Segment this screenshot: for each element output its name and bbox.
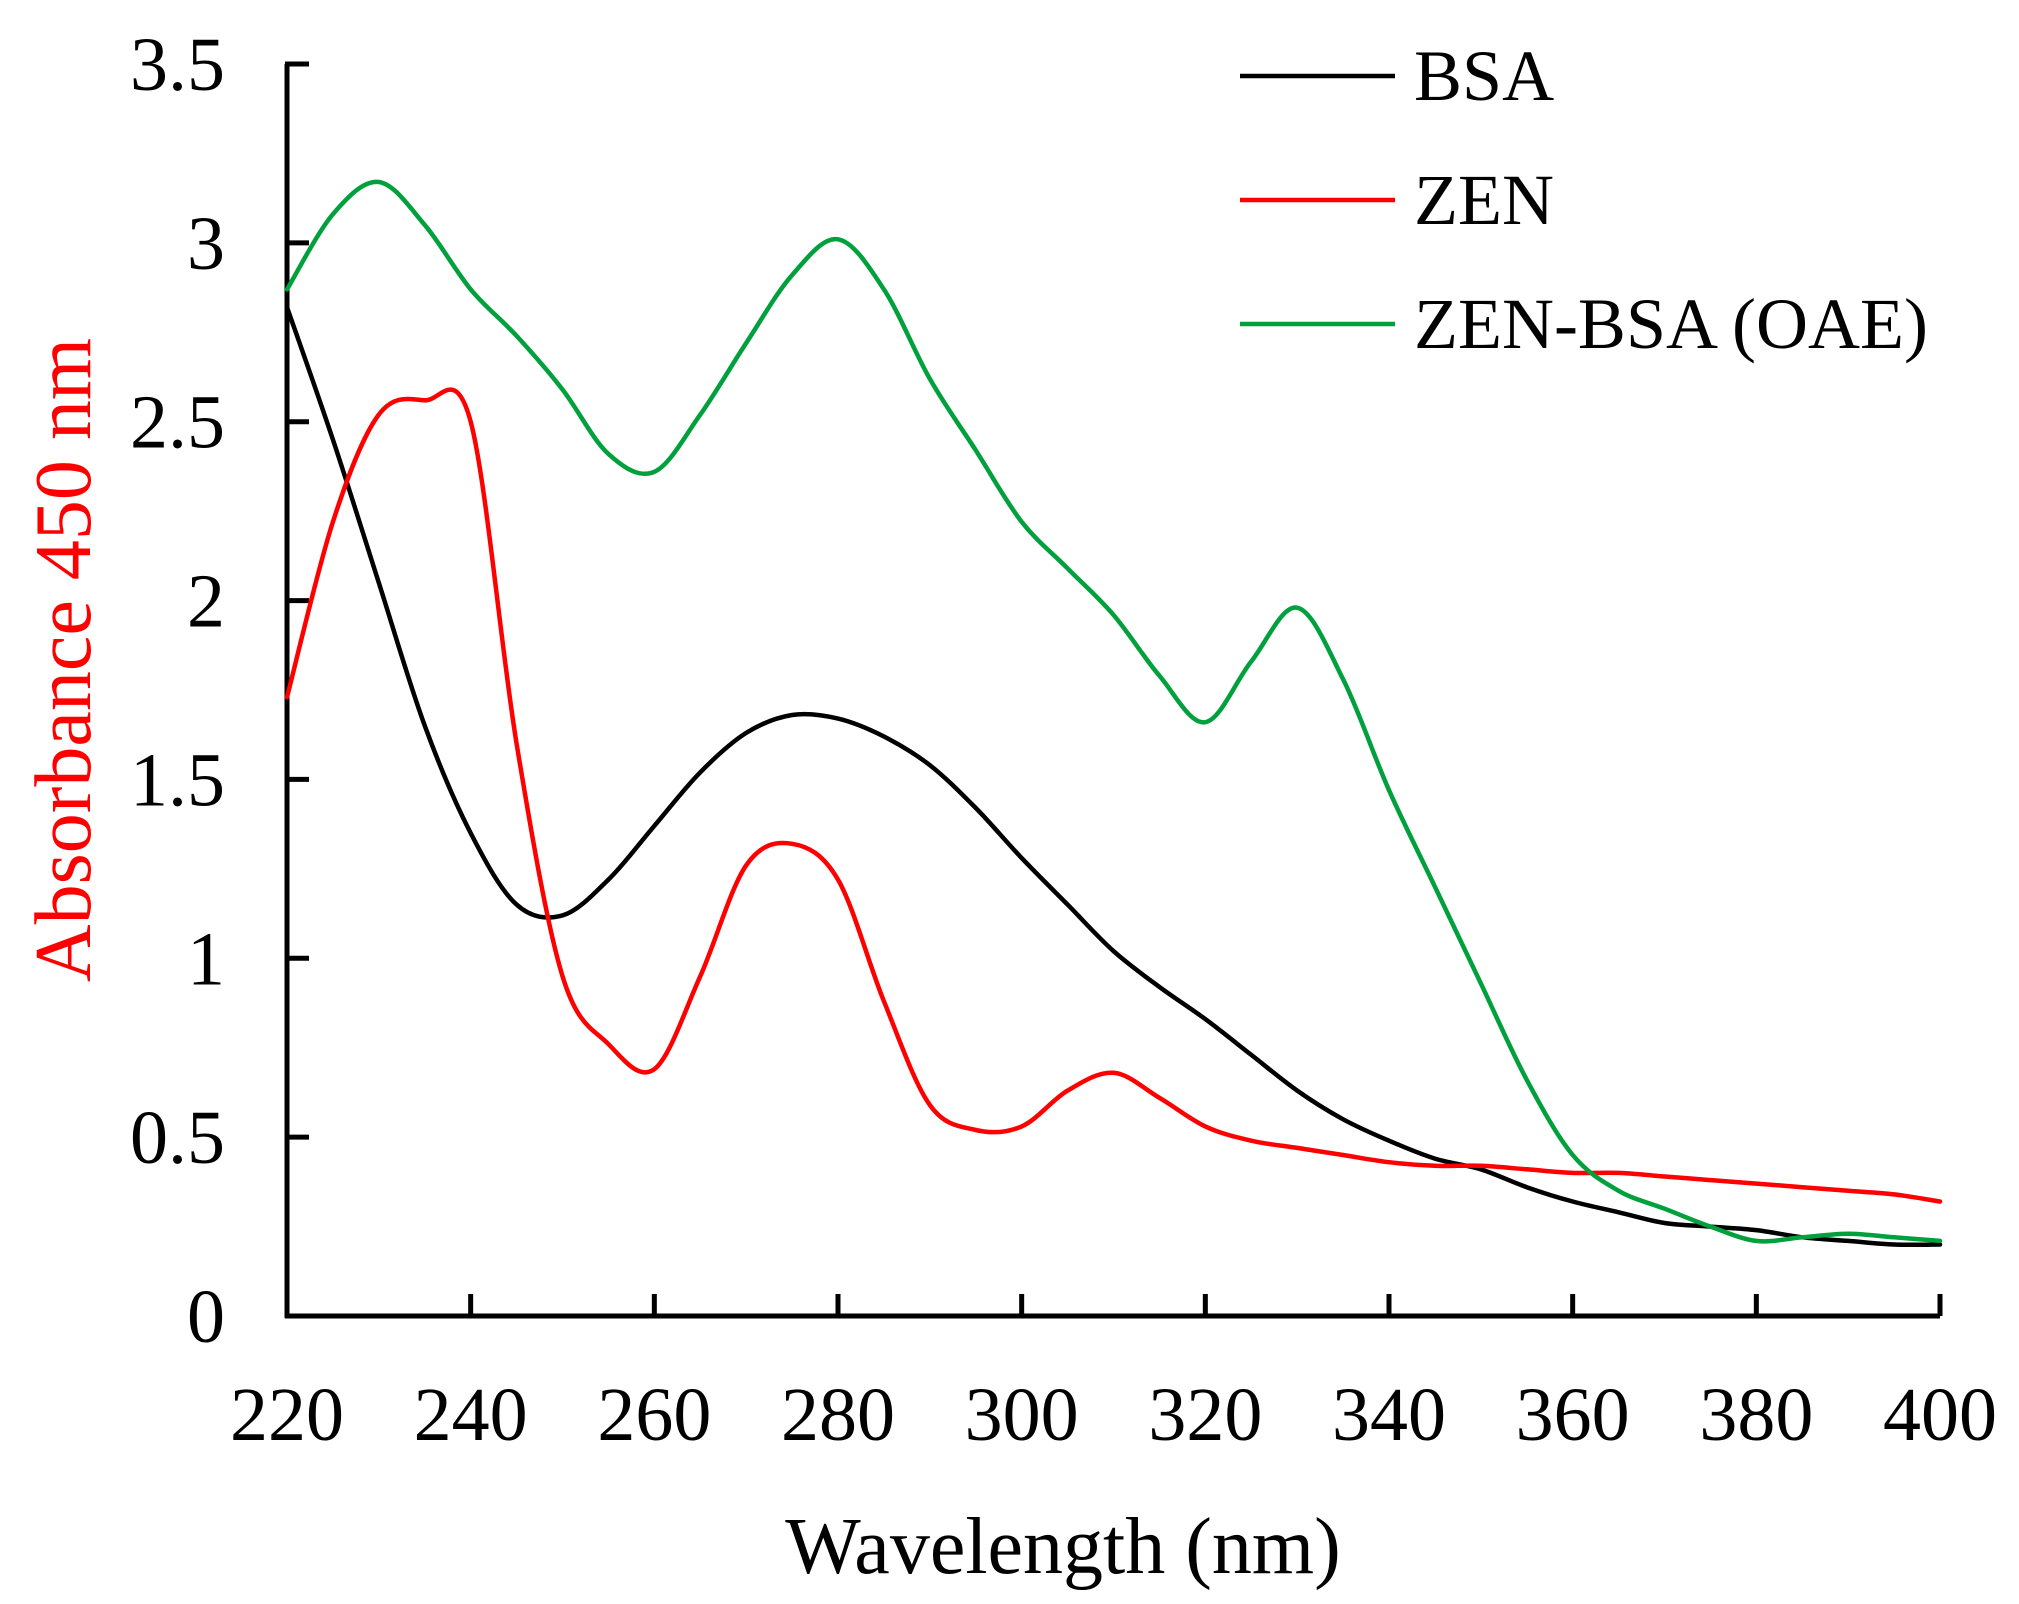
y-tick-label: 0.5 [130, 1096, 225, 1180]
x-tick-label: 340 [1332, 1373, 1446, 1457]
x-tick-labels: 220 240 260 280 300 320 340 360 380 400 [230, 1373, 1997, 1457]
y-tick-label: 3.5 [130, 23, 225, 107]
tick-marks [284, 61, 1943, 1319]
x-tick-label: 220 [230, 1373, 344, 1457]
legend-label-zen: ZEN [1414, 160, 1554, 240]
y-tick-label: 0 [187, 1275, 225, 1359]
legend: BSA ZEN ZEN-BSA (OAE) [1240, 36, 1928, 364]
x-tick-label: 240 [414, 1373, 528, 1457]
x-axis-title: Wavelength (nm) [785, 1503, 1341, 1591]
series-line-bsa [284, 304, 1943, 1248]
y-tick-label: 1.5 [130, 738, 225, 822]
y-axis-title: Absorbance 450 nm [20, 338, 108, 982]
y-tick-label: 2 [187, 560, 225, 644]
legend-label-bsa: BSA [1414, 36, 1554, 116]
x-tick-label: 260 [597, 1373, 711, 1457]
x-tick-label: 280 [781, 1373, 895, 1457]
legend-label-zen-bsa-oae: ZEN-BSA (OAE) [1414, 284, 1928, 364]
y-tick-label: 1 [187, 917, 225, 1001]
x-tick-label: 360 [1516, 1373, 1630, 1457]
x-tick-label: 380 [1699, 1373, 1813, 1457]
series-line-zen-bsa-oae [284, 179, 1943, 1244]
y-tick-labels: 0 0.5 1 1.5 2 2.5 3 3.5 [130, 23, 225, 1359]
series-line-zen [284, 387, 1943, 1204]
y-tick-label: 2.5 [130, 381, 225, 465]
x-tick-label: 320 [1148, 1373, 1262, 1457]
y-tick-label: 3 [187, 202, 225, 286]
series-lines [284, 179, 1943, 1248]
x-tick-label: 400 [1883, 1373, 1997, 1457]
x-tick-label: 300 [965, 1373, 1079, 1457]
